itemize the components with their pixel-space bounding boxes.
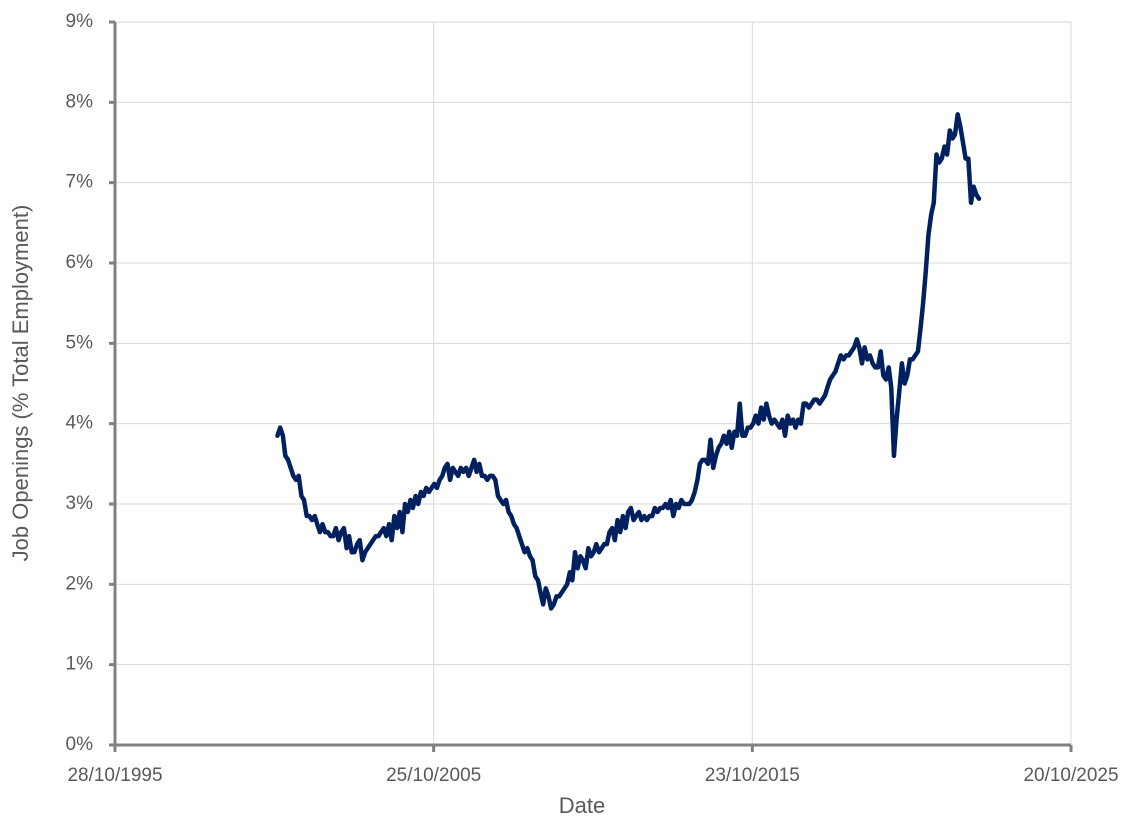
y-tick-label: 9% (66, 11, 94, 32)
y-tick-label: 2% (66, 573, 94, 594)
x-tick-label: 23/10/2015 (705, 765, 800, 786)
data-line (275, 112, 982, 611)
y-tick-label: 4% (66, 413, 94, 434)
y-tick-label: 1% (66, 654, 94, 675)
y-axis-title: Job Openings (% Total Employment) (8, 205, 33, 562)
x-tick-label: 28/10/1995 (67, 765, 162, 786)
y-tick-label: 0% (66, 734, 94, 755)
x-tick-label: 20/10/2025 (1023, 765, 1118, 786)
y-tick-label: 3% (66, 493, 94, 514)
y-tick-label: 7% (66, 172, 94, 193)
y-tick-label: 5% (66, 332, 94, 353)
y-tick-label: 6% (66, 252, 94, 273)
y-tick-label: 8% (66, 91, 94, 112)
x-axis-title: Date (559, 793, 605, 818)
x-tick-label: 25/10/2005 (386, 765, 481, 786)
